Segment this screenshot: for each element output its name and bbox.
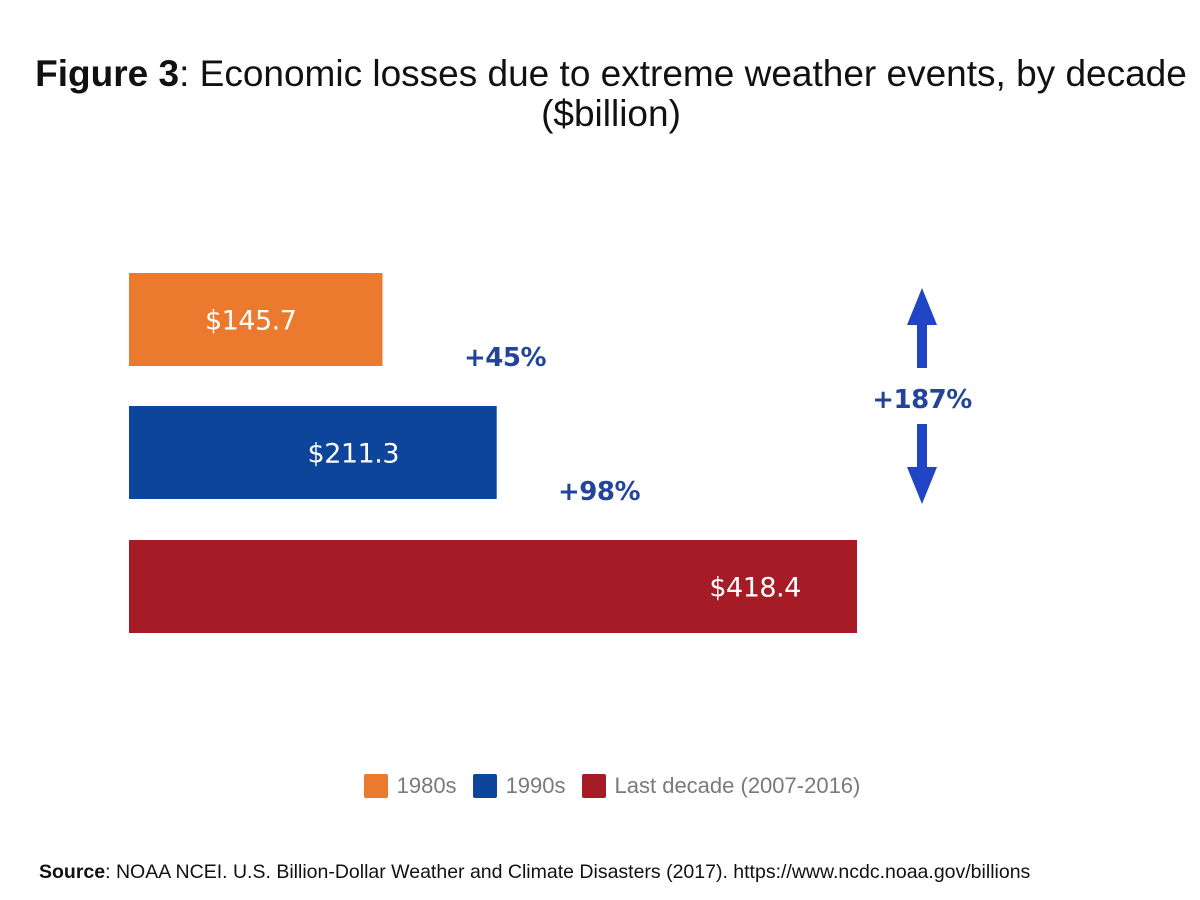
- legend-label-1990s: 1990s: [505, 773, 566, 798]
- change-label-1980s-1990s: +45%: [464, 343, 546, 373]
- figure-number: Figure 3: [35, 53, 180, 94]
- source-citation: Source: NOAA NCEI. U.S. Billion-Dollar W…: [39, 861, 1030, 884]
- legend-swatch-1990s: [472, 774, 497, 798]
- bar-1990s: [129, 406, 497, 499]
- legend-item-1980s: 1980s: [363, 773, 457, 799]
- bar-chart: $145.7 $211.3 $418.4 +45% +98% +187%: [129, 273, 973, 633]
- bar-value-label-last-decade: $418.4: [709, 573, 800, 604]
- bar-1980s: [129, 273, 383, 366]
- annotations-group: +45% +98% +187%: [464, 288, 973, 507]
- legend-label-last-decade: Last decade (2007-2016): [614, 773, 861, 798]
- legend-item-1990s: 1990s: [472, 773, 566, 799]
- chart-title: Figure 3: Economic losses due to extreme…: [0, 54, 1200, 134]
- arrow-up-icon: [907, 288, 937, 368]
- legend-item-last-decade: Last decade (2007-2016): [581, 773, 861, 799]
- legend-swatch-1980s: [363, 774, 388, 798]
- legend-label-1980s: 1980s: [396, 773, 457, 798]
- change-label-1990s-last: +98%: [558, 477, 640, 507]
- source-label: Source: [39, 861, 106, 883]
- source-text: : NOAA NCEI. U.S. Billion-Dollar Weather…: [105, 861, 1031, 883]
- bar-value-label-1980s: $145.7: [205, 306, 296, 337]
- bar-value-label-1990s: $211.3: [308, 439, 399, 470]
- arrow-down-icon: [907, 424, 937, 504]
- title-text: : Economic losses due to extreme weather…: [179, 53, 1187, 134]
- bar-last-decade: [129, 540, 857, 633]
- change-label-total: +187%: [872, 385, 972, 415]
- bars-group: $145.7 $211.3 $418.4: [129, 273, 857, 633]
- legend-swatch-last-decade: [581, 774, 606, 798]
- chart-legend: 1980s 1990s Last decade (2007-2016): [0, 770, 1200, 802]
